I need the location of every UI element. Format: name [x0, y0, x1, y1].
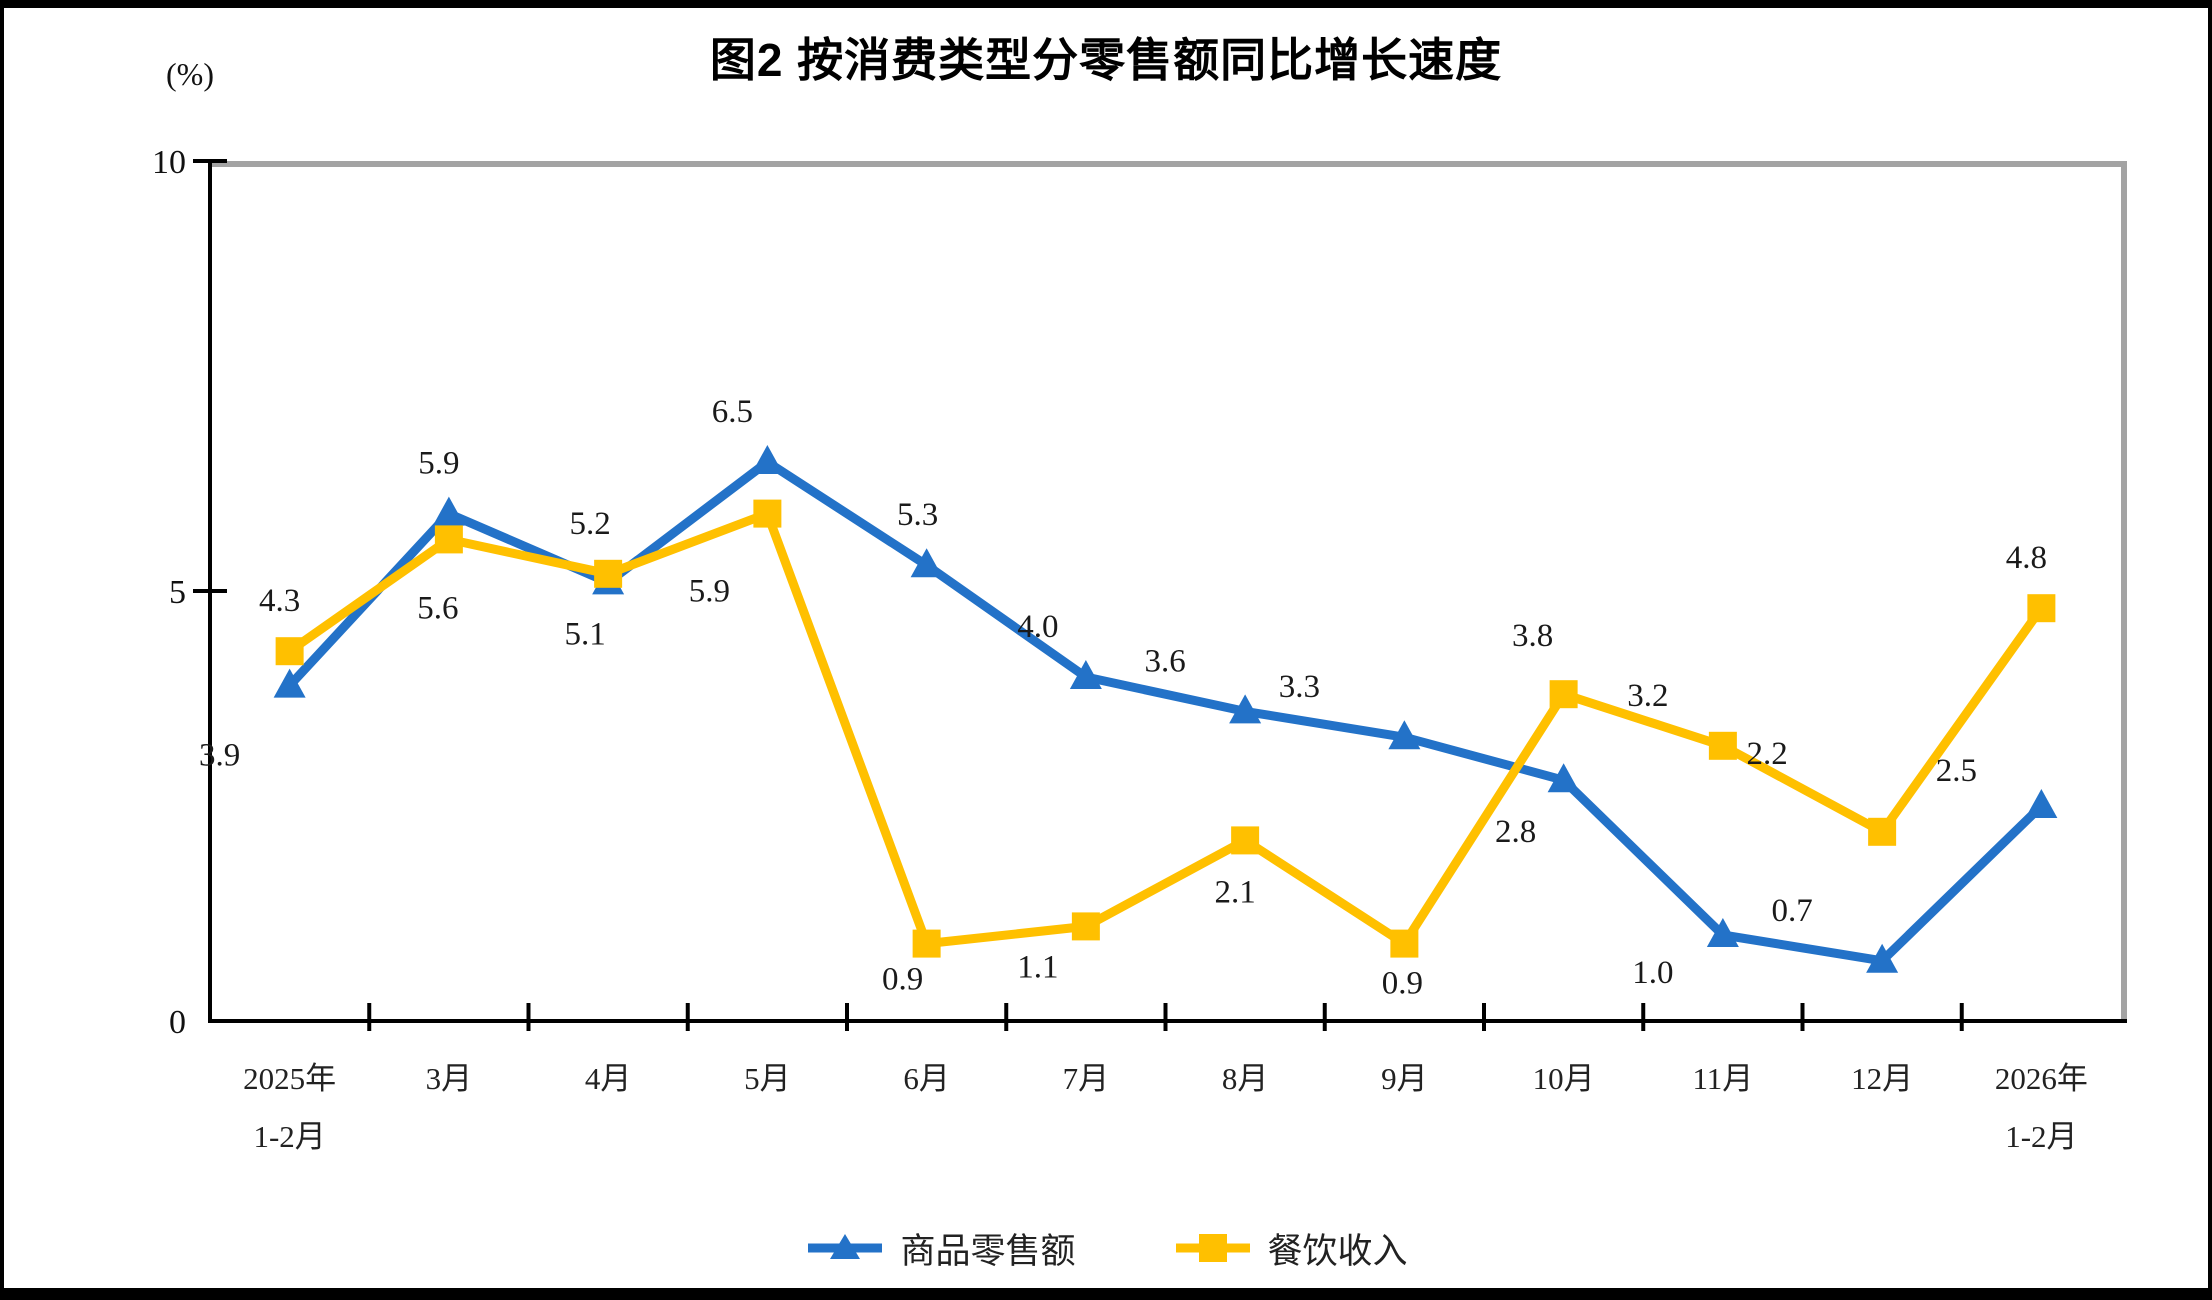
- data-label: 3.2: [1627, 678, 1668, 714]
- category-label: 8月: [1222, 1061, 1269, 1096]
- category-label: 1-2月: [253, 1119, 325, 1154]
- category-label: 4月: [585, 1061, 632, 1096]
- data-label: 1.1: [1017, 949, 1058, 985]
- data-label: 5.9: [689, 574, 730, 610]
- data-label: 4.8: [2006, 540, 2047, 576]
- y-tick-label: 10: [152, 144, 186, 181]
- data-label: 0.9: [1382, 966, 1423, 1002]
- legend-item-goods-retail: 商品零售额: [804, 1223, 1076, 1274]
- data-label: 4.3: [259, 583, 300, 619]
- data-point-marker-1: [1868, 817, 1897, 846]
- category-label: 2025年: [243, 1061, 336, 1096]
- data-label: 5.2: [570, 506, 611, 542]
- data-label: 0.9: [882, 962, 923, 998]
- data-label: 2.8: [1495, 814, 1536, 850]
- y-axis-unit-label: (%): [166, 56, 214, 92]
- data-label: 2.2: [1747, 736, 1788, 772]
- data-label: 3.6: [1145, 643, 1186, 679]
- data-point-marker-0: [2025, 789, 2058, 818]
- category-label: 10月: [1533, 1061, 1595, 1096]
- legend-label-goods-retail: 商品零售额: [900, 1231, 1076, 1271]
- data-label: 2.5: [1936, 753, 1977, 789]
- chart-title: 图2 按消费类型分零售额同比增长速度: [709, 34, 1503, 86]
- y-tick-label: 0: [169, 1004, 186, 1041]
- data-point-marker-0: [1069, 660, 1102, 689]
- category-label: 5月: [744, 1061, 791, 1096]
- catering-income-legend-marker-icon: [1175, 1234, 1250, 1262]
- data-label: 5.1: [565, 616, 606, 652]
- data-point-marker-0: [751, 445, 784, 474]
- data-label: 2.1: [1215, 874, 1256, 910]
- page-border-right: [2208, 0, 2212, 1300]
- data-point-marker-1: [753, 499, 782, 528]
- data-label: 5.9: [418, 446, 459, 482]
- data-point-marker-0: [1547, 763, 1580, 793]
- data-label: 0.7: [1772, 893, 1813, 929]
- data-point-marker-1: [1071, 912, 1100, 941]
- data-point-marker-1: [912, 929, 941, 958]
- data-point-marker-0: [1866, 943, 1899, 973]
- data-label: 4.0: [1017, 609, 1058, 645]
- category-label: 7月: [1063, 1061, 1110, 1096]
- data-point-marker-0: [432, 496, 465, 526]
- data-label: 3.9: [199, 738, 240, 774]
- legend-label-catering-income: 餐饮收入: [1267, 1231, 1408, 1271]
- data-point-marker-1: [594, 559, 623, 588]
- category-label: 2026年: [1995, 1061, 2088, 1096]
- data-label: 3.3: [1279, 669, 1320, 705]
- category-label: 11月: [1692, 1061, 1753, 1096]
- category-label: 3月: [426, 1061, 473, 1096]
- data-point-marker-0: [1706, 918, 1739, 947]
- chart-legend: 商品零售额 餐饮收入: [0, 1220, 2212, 1276]
- page-border-left: [0, 0, 4, 1300]
- data-point-marker-0: [273, 668, 306, 698]
- data-label: 3.8: [1512, 618, 1553, 654]
- category-label: 12月: [1851, 1061, 1913, 1096]
- data-point-marker-0: [910, 548, 943, 578]
- page-border-bottom: [0, 1288, 2212, 1300]
- data-point-marker-0: [1229, 694, 1262, 724]
- data-point-marker-1: [1231, 826, 1260, 855]
- data-point-marker-1: [1708, 731, 1737, 760]
- category-label: 9月: [1381, 1061, 1428, 1096]
- data-point-marker-1: [434, 525, 463, 554]
- goods-retail-legend-marker-icon: [808, 1234, 883, 1259]
- category-label: 6月: [903, 1061, 950, 1096]
- y-tick-label: 5: [169, 574, 186, 611]
- data-point-marker-1: [1549, 680, 1578, 709]
- data-label: 5.3: [897, 497, 938, 533]
- legend-item-catering-income: 餐饮收入: [1172, 1223, 1408, 1274]
- category-label: 1-2月: [2005, 1119, 2077, 1154]
- data-point-marker-0: [1388, 720, 1421, 750]
- data-point-marker-1: [275, 637, 304, 666]
- page-border-top: [0, 0, 2212, 8]
- data-label: 1.0: [1632, 955, 1673, 991]
- data-point-marker-1: [2027, 594, 2056, 623]
- series-line-1: [285, 509, 2046, 949]
- data-label: 5.6: [417, 590, 458, 626]
- data-label: 6.5: [712, 394, 753, 430]
- data-point-marker-1: [1390, 929, 1419, 958]
